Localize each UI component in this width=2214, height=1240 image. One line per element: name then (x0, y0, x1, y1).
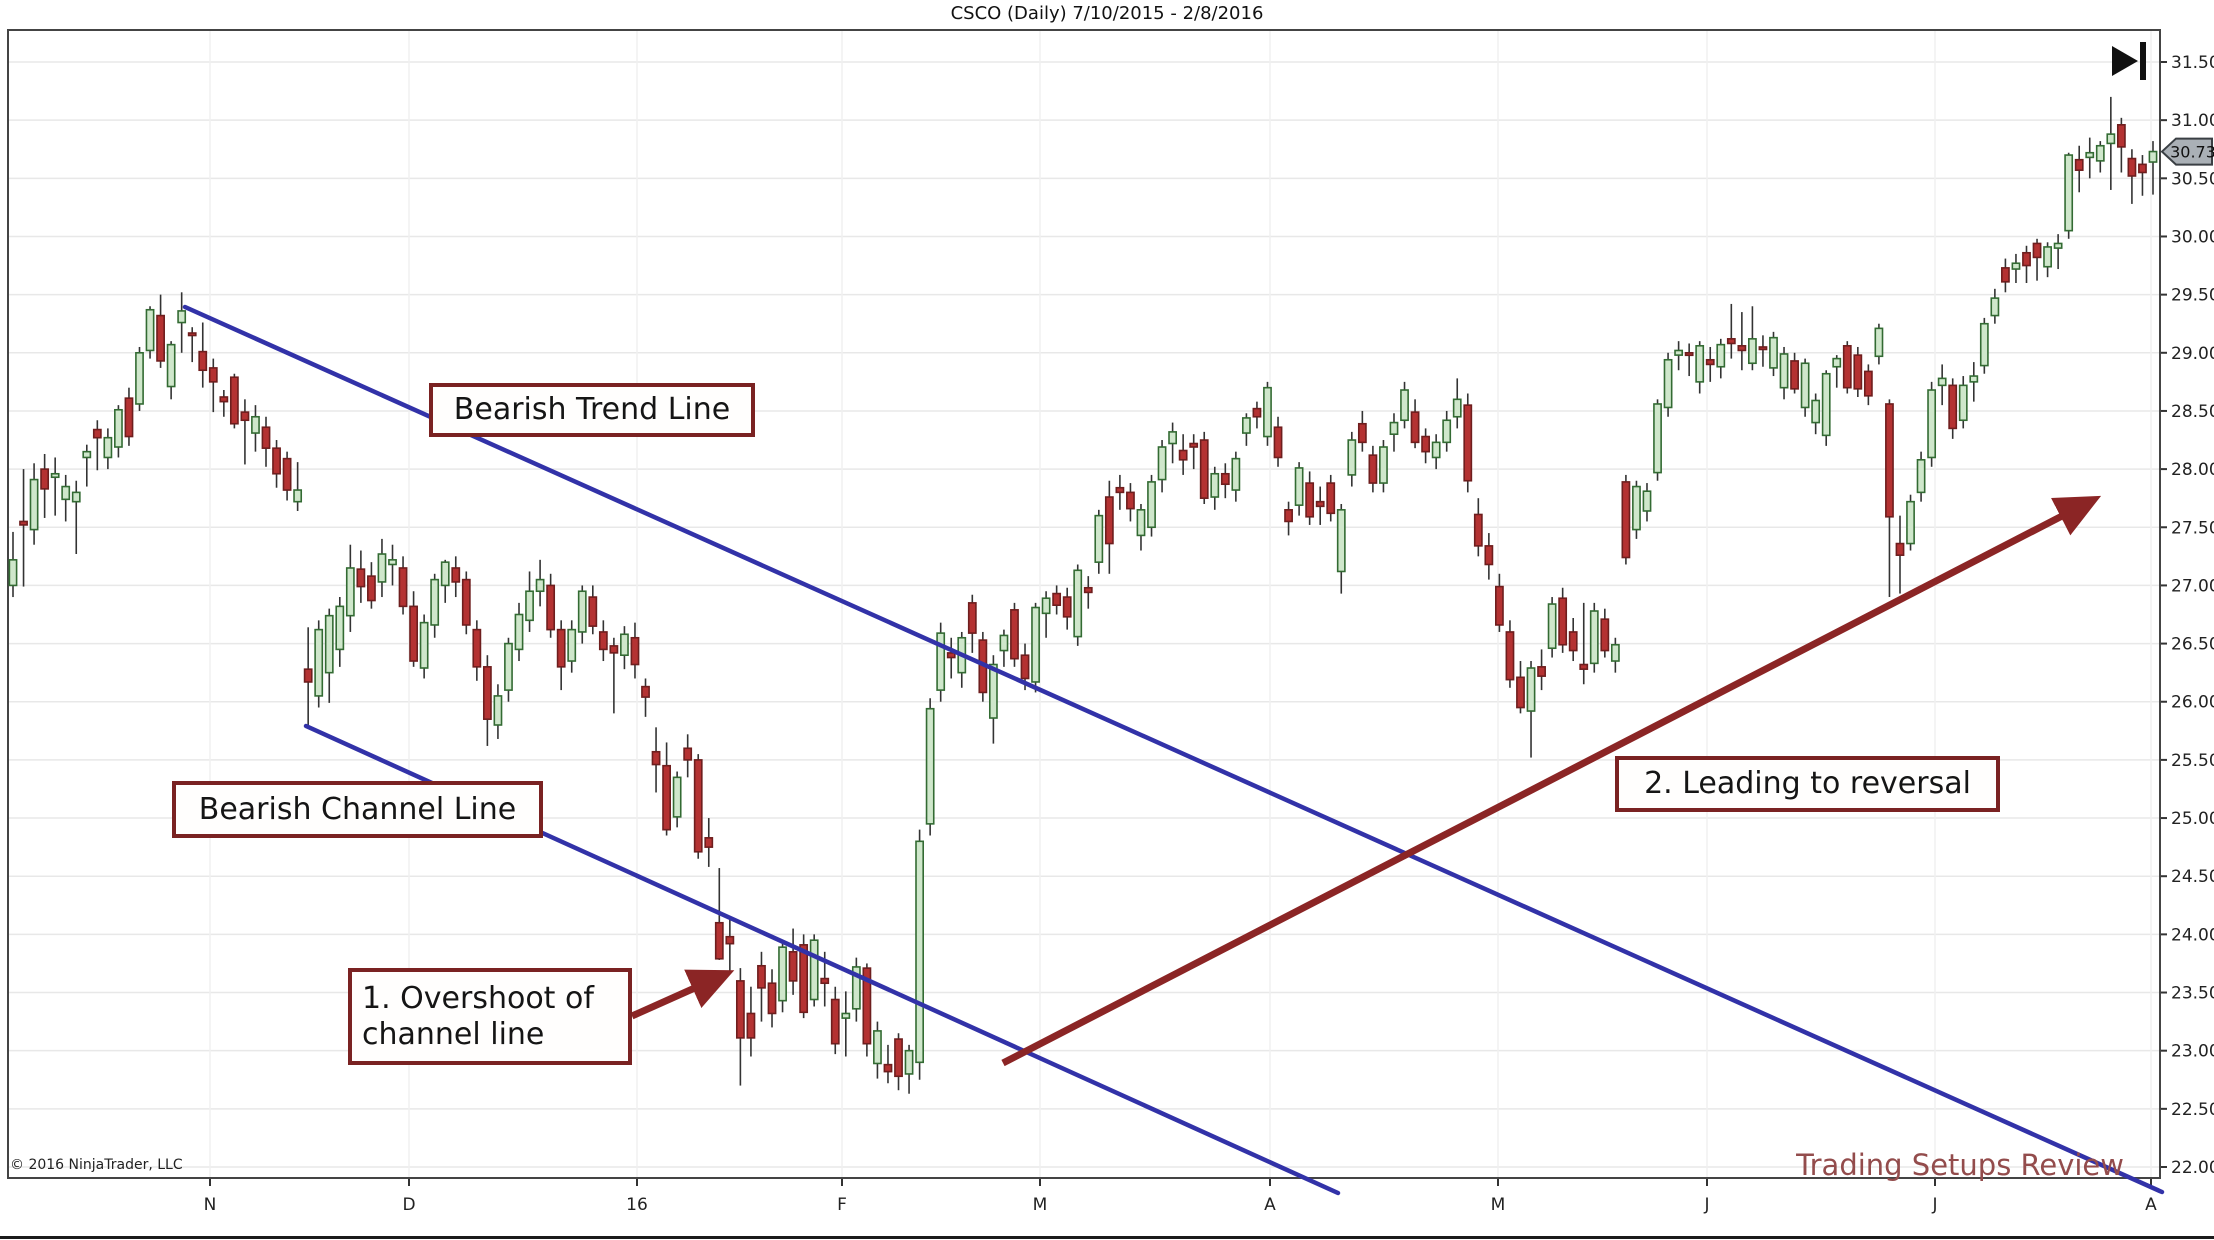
chart-title: CSCO (Daily) 7/10/2015 - 2/8/2016 (950, 3, 1264, 24)
svg-text:29.50: 29.50 (2171, 286, 2214, 306)
svg-text:22.50: 22.50 (2171, 1100, 2214, 1120)
candlesticks (8, 96, 2158, 1094)
svg-text:24.50: 24.50 (2171, 867, 2214, 887)
svg-text:F: F (837, 1195, 847, 1215)
time-axis: N D 16 F M A M J J A (204, 1178, 2157, 1215)
svg-text:A: A (1264, 1195, 1276, 1215)
svg-text:M: M (1033, 1195, 1048, 1215)
svg-text:J: J (1703, 1195, 1709, 1215)
svg-text:28.50: 28.50 (2171, 402, 2214, 422)
annotation-text: 2. Leading to reversal (1644, 766, 1971, 802)
reversal-arrow[interactable] (1001, 495, 2102, 1067)
svg-text:24.00: 24.00 (2171, 925, 2214, 945)
svg-text:30.73: 30.73 (2170, 143, 2214, 162)
bearish-trend-line[interactable] (182, 304, 2165, 1195)
svg-text:M: M (1491, 1195, 1506, 1215)
svg-text:26.00: 26.00 (2171, 693, 2214, 713)
svg-text:26.50: 26.50 (2171, 635, 2214, 655)
annotation-arrows[interactable] (630, 495, 2102, 1067)
last-price-marker: 30.73 (2160, 137, 2214, 166)
svg-text:23.50: 23.50 (2171, 984, 2214, 1004)
gridlines (8, 30, 2160, 1178)
ninjatrader-copyright: © 2016 NinjaTrader, LLC (10, 1157, 183, 1173)
overshoot-arrow[interactable] (630, 969, 735, 1020)
annotation-text-line2: channel line (362, 1016, 545, 1052)
plot-border (7, 29, 2161, 1179)
svg-text:30.00: 30.00 (2171, 227, 2214, 247)
svg-text:23.00: 23.00 (2171, 1042, 2214, 1062)
annotation-text-line1: 1. Overshoot of (362, 981, 594, 1017)
svg-text:29.00: 29.00 (2171, 344, 2214, 364)
annotation-overshoot[interactable]: 1. Overshoot of channel line (348, 968, 632, 1065)
skip-to-end-icon[interactable] (2110, 42, 2150, 80)
trading-setups-review-watermark: Trading Setups Review (1796, 1148, 2124, 1182)
svg-text:30.50: 30.50 (2171, 169, 2214, 189)
annotation-bearish-trend-line[interactable]: Bearish Trend Line (429, 383, 755, 437)
svg-text:22.00: 22.00 (2171, 1158, 2214, 1178)
svg-text:31.50: 31.50 (2171, 53, 2214, 73)
annotation-text: Bearish Channel Line (198, 791, 517, 827)
svg-text:J: J (1931, 1195, 1937, 1215)
annotation-reversal[interactable]: 2. Leading to reversal (1615, 756, 2000, 812)
svg-text:25.50: 25.50 (2171, 751, 2214, 771)
price-axis: 22.00 22.50 23.00 23.50 24.00 24.50 25.00 25.50… (2160, 53, 2214, 1178)
window-bottom-edge (0, 1236, 2214, 1239)
svg-text:27.50: 27.50 (2171, 518, 2214, 538)
svg-text:N: N (204, 1195, 217, 1215)
svg-text:25.00: 25.00 (2171, 809, 2214, 829)
annotation-bearish-channel-line[interactable]: Bearish Channel Line (172, 781, 543, 838)
svg-text:28.00: 28.00 (2171, 460, 2214, 480)
svg-text:31.00: 31.00 (2171, 111, 2214, 131)
svg-text:27.00: 27.00 (2171, 576, 2214, 596)
svg-text:A: A (2145, 1195, 2157, 1215)
annotation-text: Bearish Trend Line (453, 392, 731, 428)
svg-text:16: 16 (626, 1195, 648, 1215)
svg-text:D: D (402, 1195, 415, 1215)
